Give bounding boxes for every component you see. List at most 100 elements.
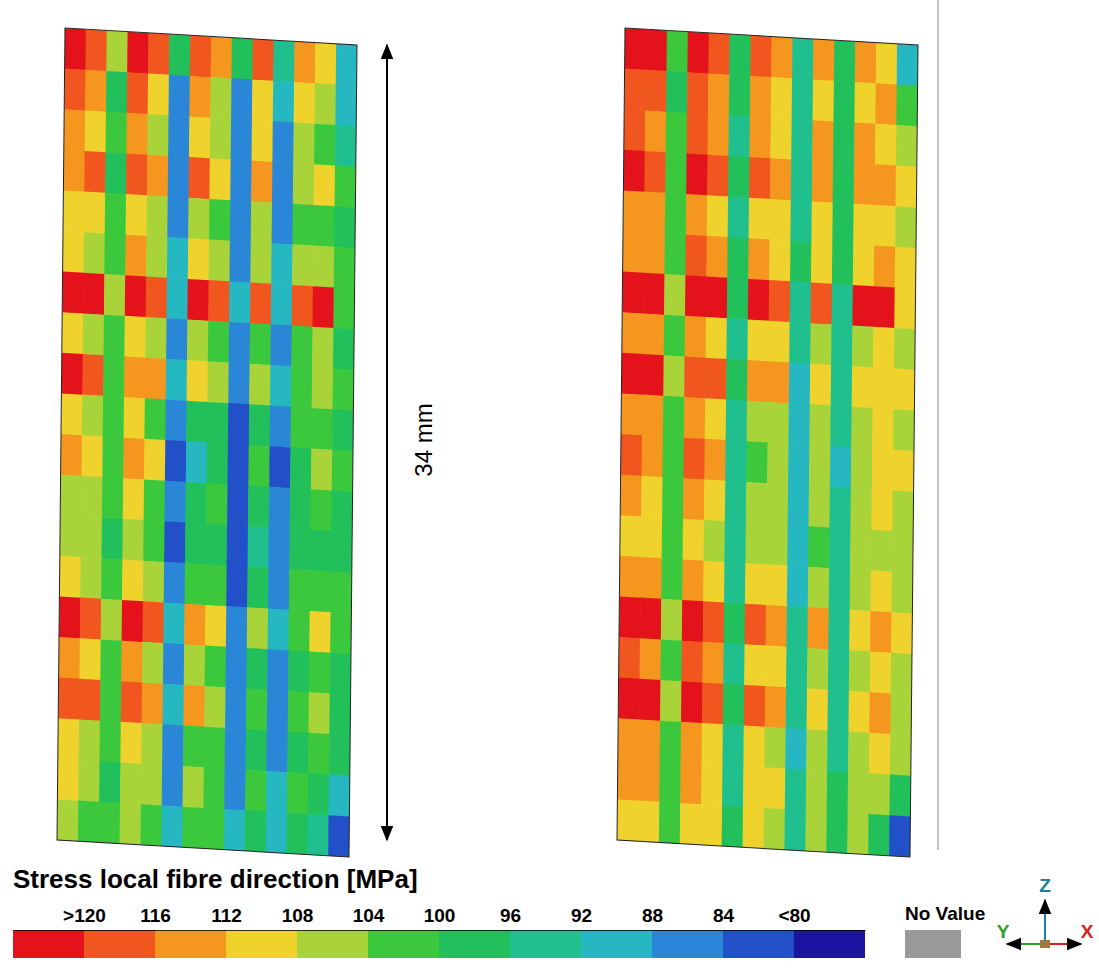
- stress-cell: [106, 30, 128, 72]
- stress-cell: [870, 652, 892, 694]
- stress-cell: [226, 566, 248, 608]
- stress-cell: [790, 281, 812, 323]
- stress-cell: [873, 367, 895, 409]
- stress-cell: [269, 487, 291, 529]
- stress-cell: [770, 118, 792, 160]
- stress-cell: [787, 566, 809, 608]
- stress-cell: [167, 196, 189, 238]
- triad-arrow: [1007, 943, 1045, 945]
- stress-cell: [620, 515, 642, 557]
- stress-cell: [786, 606, 808, 648]
- triad-label: X: [1081, 921, 1094, 942]
- stress-cell: [786, 647, 808, 689]
- stress-cell: [142, 601, 164, 643]
- stress-cell: [330, 612, 352, 654]
- stress-cell: [268, 527, 290, 569]
- stress-cell: [143, 561, 165, 603]
- stress-cell: [290, 488, 312, 530]
- stress-cell: [789, 322, 811, 364]
- stress-cell: [59, 637, 81, 679]
- stress-cell: [662, 436, 684, 478]
- stress-cell: [105, 152, 127, 194]
- stress-cell: [124, 397, 146, 439]
- stress-cell: [185, 522, 207, 564]
- stress-cell: [310, 489, 332, 531]
- stress-cell: [63, 190, 85, 232]
- stress-cell: [249, 364, 271, 406]
- stress-cell: [749, 157, 771, 199]
- stress-cell: [148, 73, 170, 115]
- colorbar-tick: 116: [140, 905, 171, 930]
- stress-cell: [831, 365, 853, 407]
- stress-cell: [792, 38, 814, 80]
- stress-cell: [702, 723, 724, 765]
- stress-cell: [125, 275, 147, 317]
- colorbar-tick-label: 84: [713, 905, 735, 926]
- stress-cell: [120, 803, 142, 845]
- stress-cell: [785, 769, 807, 811]
- stress-cell: [205, 646, 227, 688]
- stress-cell: [227, 525, 249, 567]
- stress-cell: [225, 647, 247, 689]
- stress-cell: [332, 450, 354, 492]
- stress-cell: [786, 687, 808, 729]
- stress-cell: [331, 490, 353, 532]
- stress-cell: [771, 37, 793, 79]
- stress-cell: [703, 561, 725, 603]
- stress-cell: [329, 775, 351, 817]
- stress-cell: [183, 766, 205, 808]
- stress-cell: [161, 805, 183, 847]
- colorbar-tick-label: 104: [353, 905, 385, 926]
- stress-cell: [722, 805, 744, 847]
- colorbar-tick-label: 112: [211, 905, 242, 926]
- stress-cell: [790, 200, 812, 242]
- stress-cell: [82, 395, 104, 437]
- stress-cell: [784, 809, 806, 851]
- stress-cell: [722, 765, 744, 807]
- stress-cell: [745, 522, 767, 564]
- stress-cell: [807, 689, 829, 731]
- colorbar-box: [13, 930, 84, 958]
- stress-cell: [272, 121, 294, 163]
- stress-cell: [183, 685, 205, 727]
- stress-cell: [687, 32, 709, 74]
- stress-cell: [895, 247, 917, 289]
- colorbar-tick-label: >120: [63, 905, 106, 926]
- stress-cell: [665, 193, 687, 235]
- stress-cell: [287, 772, 309, 814]
- stress-cell: [62, 272, 84, 314]
- stress-cell: [204, 727, 226, 769]
- stress-cell: [744, 685, 766, 727]
- stress-cell: [227, 484, 249, 526]
- colorbar-box: [581, 930, 652, 958]
- stress-cell: [623, 231, 645, 273]
- stress-cell: [104, 315, 126, 357]
- stress-cell: [60, 475, 82, 517]
- triad-origin: [1040, 940, 1050, 948]
- stress-cell: [811, 283, 833, 325]
- stress-cell: [724, 562, 746, 604]
- stress-cell: [662, 477, 684, 519]
- stress-cell: [805, 810, 827, 852]
- stress-cell: [807, 648, 829, 690]
- stress-cell: [791, 160, 813, 202]
- stress-cell: [708, 73, 730, 115]
- stress-cell: [701, 804, 723, 846]
- stress-cell: [245, 810, 267, 852]
- stress-cell: [682, 559, 704, 601]
- stress-cell: [231, 38, 253, 80]
- stress-cell: [833, 121, 855, 163]
- stress-cell: [743, 766, 765, 808]
- stress-cell: [871, 530, 893, 572]
- colorbar-box: [226, 930, 297, 958]
- stress-cell: [168, 156, 190, 198]
- stress-cell: [187, 360, 209, 402]
- stress-cell: [872, 449, 894, 491]
- stress-cell: [292, 285, 314, 327]
- stress-cell: [661, 599, 683, 641]
- stress-cell: [660, 639, 682, 681]
- stress-cell: [892, 490, 914, 532]
- stress-cell: [228, 363, 250, 405]
- stress-cell: [664, 274, 686, 316]
- colorbar-box: [723, 930, 794, 958]
